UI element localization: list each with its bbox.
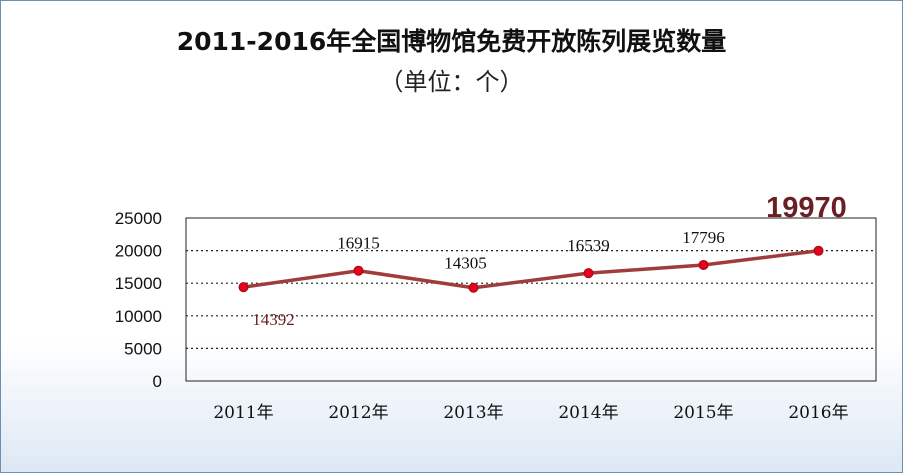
data-point: [238, 282, 249, 293]
y-tick-label: 0: [153, 372, 162, 391]
chart-title: 2011-2016年全国博物馆免费开放陈列展览数量: [176, 27, 727, 56]
x-tick-label: 2014年: [558, 403, 618, 423]
data-point: [813, 245, 824, 256]
data-label: 16539: [567, 236, 610, 255]
data-point: [583, 268, 594, 279]
data-label: 16915: [337, 234, 380, 253]
chart-subtitle: （单位：个）: [379, 68, 524, 96]
y-tick-label: 5000: [124, 339, 162, 358]
x-tick-label: 2016年: [788, 403, 848, 423]
x-tick-label: 2011年: [213, 403, 273, 423]
data-label: 17796: [682, 228, 725, 247]
y-tick-label: 15000: [115, 274, 162, 293]
plot-area: [185, 217, 877, 382]
x-tick-label: 2013年: [443, 403, 503, 423]
data-label: 14392: [252, 310, 295, 329]
y-tick-label: 20000: [115, 242, 162, 261]
data-label: 19970: [766, 192, 847, 224]
y-tick-label: 10000: [115, 307, 162, 326]
series-line: [243, 249, 819, 290]
x-tick-label: 2015年: [673, 403, 733, 423]
y-tick-label: 25000: [115, 209, 162, 228]
x-tick-label: 2012年: [328, 403, 388, 423]
data-point: [468, 282, 479, 293]
data-label: 14305: [444, 254, 487, 273]
data-point: [353, 265, 364, 276]
data-point: [698, 259, 709, 270]
